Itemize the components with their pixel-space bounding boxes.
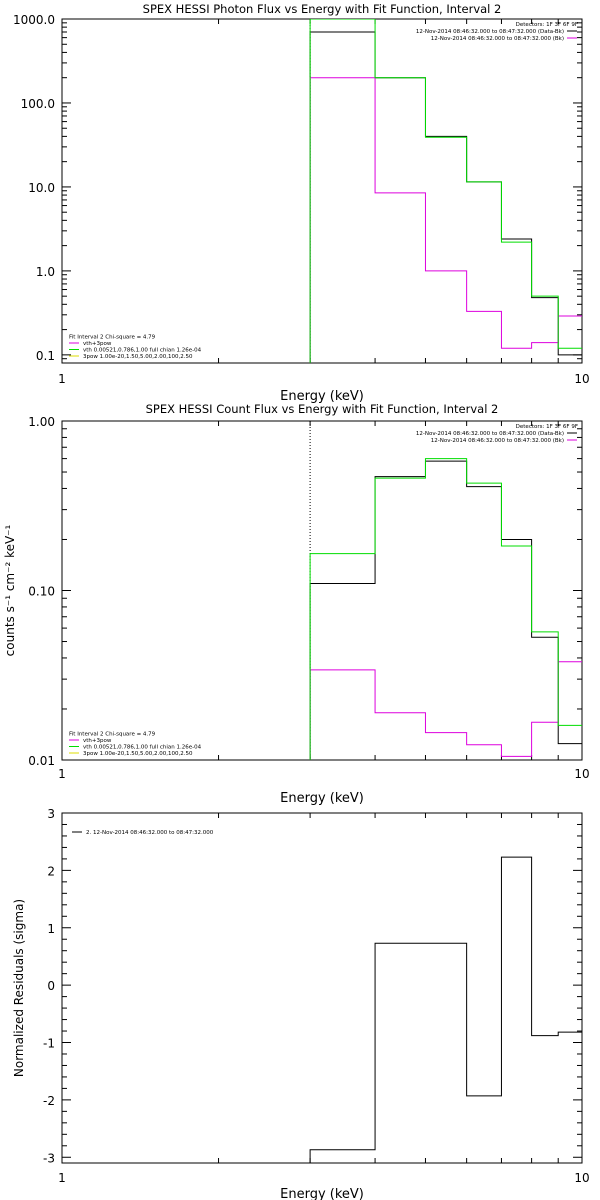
y-tick-label: 1.00 — [28, 415, 55, 429]
y-tick-label: -3 — [43, 1151, 55, 1165]
chart-title: SPEX HESSI Count Flux vs Energy with Fit… — [146, 402, 499, 416]
legend-entry: Detectors: 1F 3F 6F 9F — [516, 424, 578, 430]
series-line-1 — [309, 856, 582, 1163]
chart-title: SPEX HESSI Photon Flux vs Energy with Fi… — [143, 2, 502, 16]
y-tick-label: 1000.0 — [13, 13, 55, 27]
legend-entry: Fit Interval 2 Chi-square = 4.79 — [69, 335, 156, 341]
legend-entry: 2. 12-Nov-2014 08:46:32.000 to 08:47:32.… — [86, 830, 214, 836]
y-axis-label: Normalized Residuals (sigma) — [12, 899, 26, 1077]
x-tick-label: 1 — [58, 372, 66, 386]
legend-entry: vth+3pow — [83, 341, 112, 347]
x-tick-label: 10 — [574, 767, 589, 781]
x-axis-label: Energy (keV) — [280, 389, 364, 404]
plot-frame — [61, 420, 583, 761]
chart-panel-1: SPEX HESSI Photon Flux vs Energy with Fi… — [13, 2, 590, 404]
plot-frame — [61, 18, 583, 364]
x-tick-label: 1 — [58, 767, 66, 781]
series-line-3 — [309, 77, 582, 363]
x-axis-label: Energy (keV) — [280, 1187, 364, 1200]
legend-entry: vth+3pow — [83, 738, 112, 744]
legend-entry: 12-Nov-2014 08:46:32.000 to 08:47:32.000… — [416, 29, 564, 35]
legend-entry: 3pow 1.00e-20,1.50,5.00,2.00,100,2.50 — [83, 751, 193, 757]
x-tick-label: 1 — [58, 1171, 66, 1185]
y-tick-label: 10.0 — [28, 181, 55, 195]
legend-entry: vth 0.00521,0.786,1.00 full chian 1.26e-… — [83, 745, 202, 751]
y-tick-label: 0.01 — [28, 754, 55, 768]
y-tick-label: -2 — [43, 1094, 55, 1108]
legend-entry: 12-Nov-2014 08:46:32.000 to 08:47:32.000… — [431, 36, 564, 42]
legend-entry: 12-Nov-2014 08:46:32.000 to 08:47:32.000… — [431, 438, 564, 444]
series-line-1 — [309, 31, 582, 363]
y-tick-label: -1 — [43, 1037, 55, 1051]
chart-panel-3: Energy (keV) Normalized Residuals (sigma)… — [12, 807, 590, 1200]
legend-entry: 3pow 1.00e-20,1.50,5.00,2.00,100,2.50 — [83, 354, 193, 360]
y-tick-label: 1 — [47, 922, 55, 936]
legend-entry: Fit Interval 2 Chi-square = 4.79 — [69, 732, 156, 738]
x-axis-label: Energy (keV) — [280, 791, 364, 806]
y-tick-label: 3 — [47, 807, 55, 821]
y-tick-label: 1.0 — [36, 265, 55, 279]
y-tick-label: 2 — [47, 864, 55, 878]
y-tick-label: 100.0 — [21, 97, 55, 111]
legend-entry: vth 0.00521,0.786,1.00 full chian 1.26e-… — [83, 348, 202, 354]
chart-panel-2: SPEX HESSI Count Flux vs Energy with Fit… — [3, 402, 590, 806]
y-tick-label: 0.10 — [28, 585, 55, 599]
legend-entry: 12-Nov-2014 08:46:32.000 to 08:47:32.000… — [416, 431, 564, 437]
y-tick-label: 0 — [47, 979, 55, 993]
series-line-2 — [309, 19, 582, 363]
series-line-3 — [309, 661, 582, 760]
series-line-2 — [309, 458, 582, 760]
y-axis-label: counts s⁻¹ cm⁻² keV⁻¹ — [3, 524, 17, 656]
legend-entry: Detectors: 1F 3F 6F 9F — [516, 22, 578, 28]
x-tick-label: 10 — [574, 1171, 589, 1185]
plot-frame — [61, 812, 583, 1164]
y-tick-label: 0.1 — [36, 349, 55, 363]
x-tick-label: 10 — [574, 372, 589, 386]
series-line-1 — [309, 460, 582, 760]
